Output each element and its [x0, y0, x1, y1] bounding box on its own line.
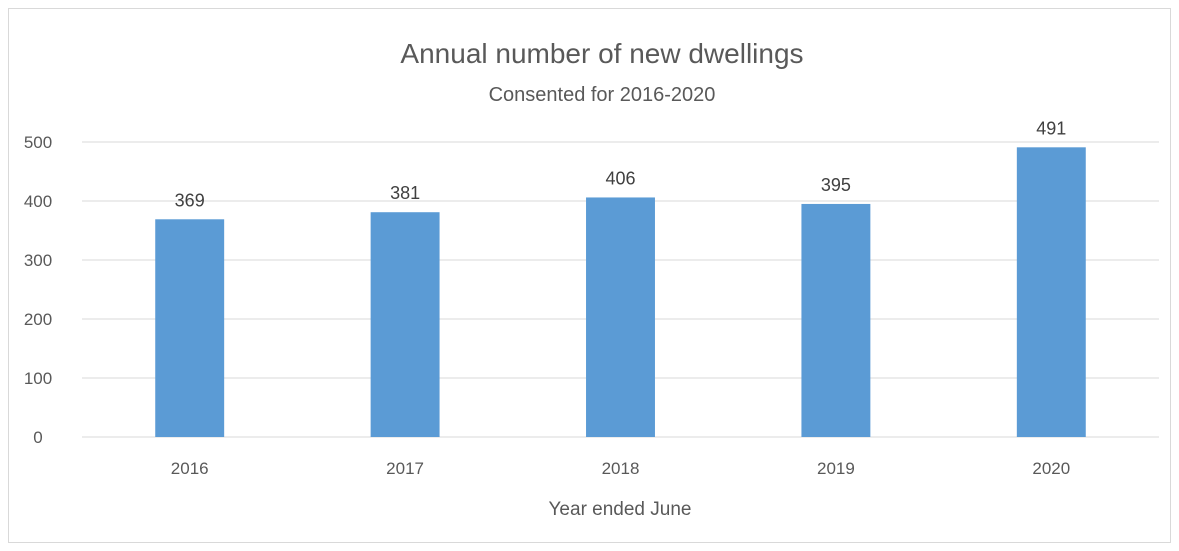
chart-subtitle: Consented for 2016-2020: [489, 84, 716, 106]
y-tick-label: 100: [24, 369, 52, 388]
bars: [155, 147, 1086, 437]
bar: [370, 212, 440, 437]
y-tick-label: 0: [33, 428, 42, 447]
x-tick-label: 2017: [386, 459, 424, 478]
x-axis-ticks: 2016 2017 2018 2019 2020: [171, 459, 1070, 478]
y-axis-ticks: 0 100 200 300 400 500: [24, 133, 52, 447]
bar: [155, 219, 225, 437]
bar: [1016, 147, 1086, 437]
x-tick-label: 2019: [817, 459, 855, 478]
y-tick-label: 400: [24, 192, 52, 211]
bar: [586, 197, 655, 437]
data-label: 381: [390, 183, 420, 203]
data-labels: 369 381 406 395 491: [175, 118, 1067, 210]
data-label: 369: [175, 190, 205, 210]
y-tick-label: 200: [24, 310, 52, 329]
data-label: 395: [821, 175, 851, 195]
y-tick-label: 300: [24, 251, 52, 270]
data-label: 406: [605, 168, 635, 188]
data-label: 491: [1036, 118, 1066, 138]
bar: [801, 203, 871, 437]
x-tick-label: 2016: [171, 459, 209, 478]
x-tick-label: 2018: [602, 459, 640, 478]
chart-title: Annual number of new dwellings: [400, 38, 803, 69]
x-tick-label: 2020: [1032, 459, 1070, 478]
x-axis-title: Year ended June: [549, 499, 692, 520]
y-tick-label: 500: [24, 133, 52, 152]
